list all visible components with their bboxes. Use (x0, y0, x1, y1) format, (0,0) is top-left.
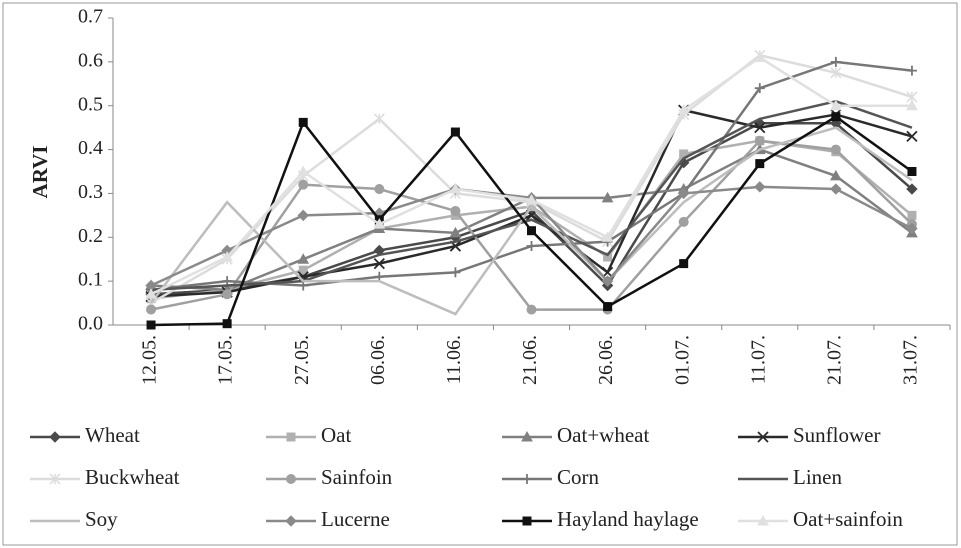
marker (830, 169, 842, 181)
marker (285, 515, 297, 527)
marker (297, 209, 309, 222)
marker (907, 167, 917, 176)
marker (678, 216, 689, 227)
marker (449, 183, 462, 194)
y-tick-label: 0.3 (78, 181, 103, 203)
legend-label: Sainfoin (321, 465, 393, 489)
x-tick-label: 06.06. (367, 335, 389, 385)
legend-label: Sunflower (793, 423, 881, 447)
marker (527, 226, 536, 236)
marker (450, 127, 460, 137)
marker (830, 67, 842, 79)
marker (298, 117, 308, 127)
x-tick-label: 21.07. (823, 335, 845, 385)
marker (49, 431, 61, 443)
y-tick-label: 0.6 (78, 49, 103, 71)
marker (222, 289, 233, 300)
x-tick-label: 01.07. (671, 335, 693, 385)
marker (145, 288, 157, 299)
marker (754, 181, 766, 193)
marker (525, 193, 538, 205)
legend-label: Lucerne (321, 507, 390, 531)
marker (677, 187, 690, 200)
marker (449, 226, 462, 238)
marker (222, 319, 232, 329)
legend-label: Hayland haylage (557, 507, 699, 531)
marker (298, 265, 308, 275)
y-tick-label: 0.7 (78, 6, 103, 28)
marker (830, 56, 841, 67)
legend-label: Corn (557, 465, 600, 489)
y-tick-label: 0.5 (78, 93, 103, 115)
marker (830, 183, 842, 195)
x-tick-label: 11.07. (747, 335, 769, 384)
y-tick-label: 0.2 (78, 225, 103, 247)
x-tick-label: 11.06. (443, 335, 465, 384)
marker (754, 135, 765, 146)
legend-label: Oat+wheat (557, 423, 649, 447)
marker (522, 516, 532, 526)
legend-label: Soy (85, 507, 118, 531)
marker (601, 231, 614, 242)
marker (526, 304, 537, 315)
x-tick-label: 12.05. (139, 335, 161, 385)
marker (286, 432, 296, 442)
y-tick-label: 0.4 (78, 137, 103, 159)
marker (49, 473, 61, 485)
y-tick-label: 0.1 (78, 269, 103, 291)
marker (286, 474, 296, 484)
x-tick-label: 26.06. (595, 335, 617, 385)
legend-label: Wheat (85, 423, 140, 447)
x-tick-label: 31.07. (900, 335, 922, 385)
x-tick-label: 17.05. (215, 335, 237, 385)
marker (906, 65, 917, 76)
legend-label: Oat+sainfoin (793, 507, 903, 531)
marker (221, 250, 233, 262)
marker (373, 218, 386, 229)
marker (146, 320, 156, 330)
x-tick-label: 27.05. (291, 335, 313, 385)
marker (757, 514, 769, 526)
legend-label: Linen (793, 465, 842, 489)
marker (522, 474, 532, 484)
marker (679, 259, 689, 269)
marker (297, 253, 310, 264)
series-line (150, 126, 913, 316)
marker (754, 83, 765, 94)
marker (297, 165, 310, 176)
marker (450, 205, 461, 216)
marker (374, 184, 385, 195)
marker (603, 302, 613, 312)
legend-label: Oat (321, 423, 351, 447)
marker (601, 191, 614, 203)
marker (907, 210, 917, 220)
marker (831, 112, 841, 122)
marker (757, 431, 769, 443)
marker (601, 275, 614, 287)
y-tick-label: 0.0 (78, 313, 103, 335)
x-tick-label: 21.06. (519, 335, 541, 385)
marker (906, 222, 918, 235)
marker (521, 430, 533, 442)
marker (753, 51, 766, 62)
marker (450, 267, 461, 278)
marker (677, 104, 690, 115)
marker (373, 113, 385, 125)
marker (754, 122, 766, 134)
y-axis-label: ARVI (28, 146, 52, 199)
marker (830, 99, 842, 111)
marker (373, 257, 385, 270)
series-line (150, 100, 913, 292)
marker (906, 99, 918, 111)
marker (906, 183, 918, 195)
marker (146, 304, 157, 315)
marker (526, 241, 537, 252)
marker (755, 159, 765, 169)
marker (906, 130, 918, 143)
legend-label: Buckwheat (85, 465, 180, 489)
marker (830, 144, 841, 155)
marker (298, 179, 309, 190)
